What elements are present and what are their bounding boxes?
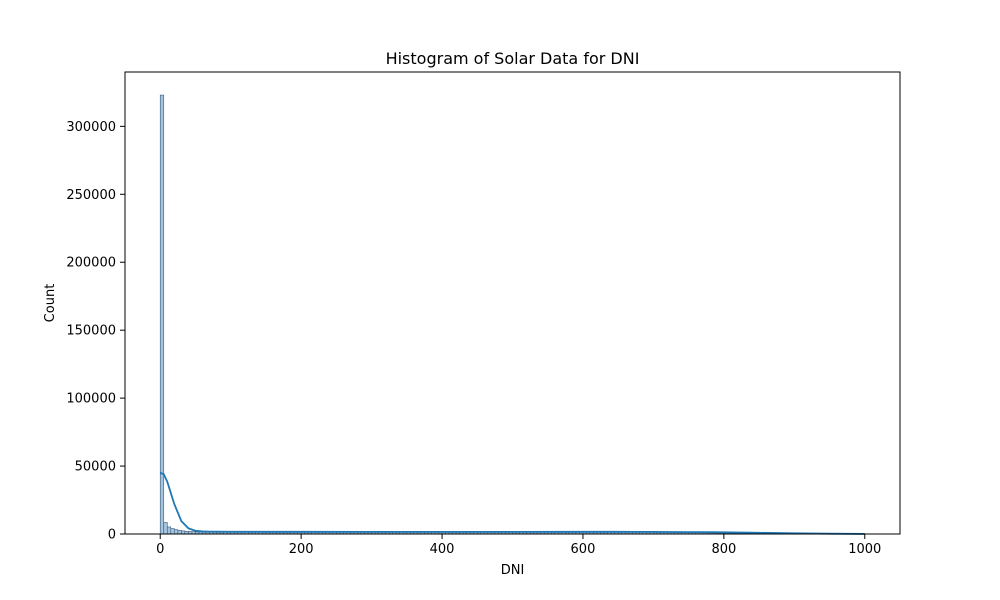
x-tick-label: 600	[571, 542, 596, 557]
x-axis-label: DNI	[501, 563, 525, 578]
histogram-bar	[163, 522, 168, 535]
y-axis-label: Count	[43, 284, 58, 323]
y-axis: 0 50000 100000 150000 200000 250000 300000	[66, 120, 125, 543]
histogram-bar	[166, 526, 172, 535]
histogram-bar	[170, 528, 175, 535]
plot-frame	[124, 71, 901, 535]
x-tick-label: 200	[289, 542, 314, 557]
y-tick-label: 50000	[75, 460, 116, 475]
histogram-bar	[174, 529, 179, 535]
y-tick-label: 250000	[66, 188, 116, 203]
y-tick-label: 200000	[66, 256, 116, 271]
x-axis: 0 200 400 600 800 1000	[156, 534, 881, 557]
y-tick-label: 0	[108, 528, 116, 543]
x-tick-label: 0	[156, 542, 164, 557]
histogram-bar	[159, 94, 165, 535]
x-tick-label: 800	[711, 542, 736, 557]
y-tick-label: 100000	[66, 392, 116, 407]
x-tick-label: 400	[430, 542, 455, 557]
histogram-bar	[177, 530, 182, 535]
y-tick-label: 150000	[66, 324, 116, 339]
kde-curve	[159, 472, 865, 535]
y-tick-label: 300000	[66, 120, 116, 135]
x-tick-label: 1000	[848, 542, 881, 557]
bars-layer	[159, 94, 816, 535]
chart-title: Histogram of Solar Data for DNI	[386, 49, 640, 68]
